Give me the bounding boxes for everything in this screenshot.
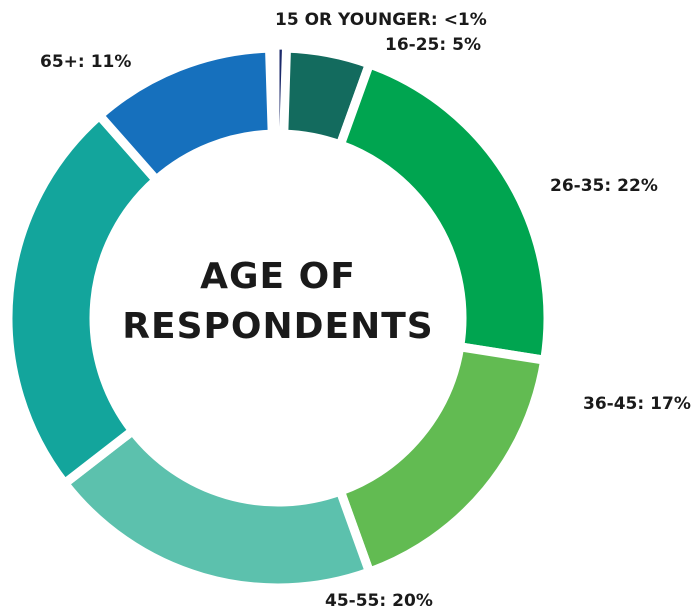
data-label: 26-35: 22% — [550, 176, 658, 196]
donut-segment — [3, 109, 163, 490]
label-value: 5% — [452, 35, 481, 55]
label-category: 26-35: — [550, 176, 611, 196]
label-category: 65+: — [40, 52, 85, 72]
donut-segment — [93, 43, 277, 187]
label-value: <1% — [444, 10, 487, 30]
label-value: 22% — [617, 176, 658, 196]
label-value: 17% — [650, 394, 691, 414]
donut-segment — [58, 424, 376, 593]
donut-segment — [334, 58, 553, 366]
label-category: 45-55: — [325, 591, 386, 611]
data-label: 45-55: 20% — [325, 591, 433, 611]
donut-segment — [334, 341, 550, 578]
label-category: 36-45: — [583, 394, 644, 414]
chart-title: RESPONDENTS — [122, 306, 433, 347]
label-value: 11% — [91, 52, 132, 72]
label-value: 20% — [392, 591, 433, 611]
data-label: 16-25: 5% — [385, 35, 481, 55]
data-label: 65+: 11% — [40, 52, 131, 72]
data-label: 15 OR YOUNGER: <1% — [275, 10, 487, 30]
label-category: 15 OR YOUNGER: — [275, 10, 438, 30]
chart-title: AGE OF — [200, 256, 356, 297]
label-category: 16-25: — [385, 35, 446, 55]
data-label: 36-45: 17% — [583, 394, 691, 414]
